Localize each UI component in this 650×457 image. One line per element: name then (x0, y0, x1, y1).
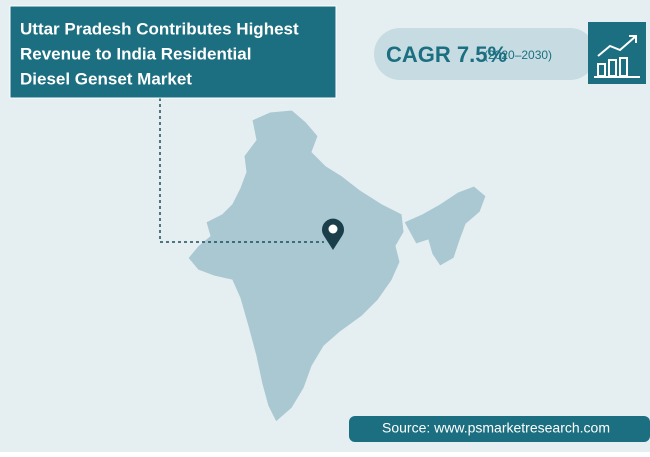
cagr-badge (374, 28, 596, 80)
leader-line (159, 98, 324, 243)
cagr-period: (2020–2030) (484, 48, 552, 62)
growth-icon (594, 35, 640, 78)
india-map (187, 109, 487, 423)
title-line: Uttar Pradesh Contributes Highest (20, 19, 299, 38)
source: Source: www.psmarketresearch.com (382, 420, 610, 436)
title: Uttar Pradesh Contributes Highest Revenue… (20, 19, 299, 88)
title-line: Diesel Genset Market (20, 69, 192, 88)
location-pin (322, 218, 344, 250)
title-box (9, 5, 337, 99)
cagr-label: CAGR 7.5% (386, 42, 507, 67)
title-line: Revenue to India Residential (20, 44, 251, 63)
source-bar (349, 416, 650, 442)
